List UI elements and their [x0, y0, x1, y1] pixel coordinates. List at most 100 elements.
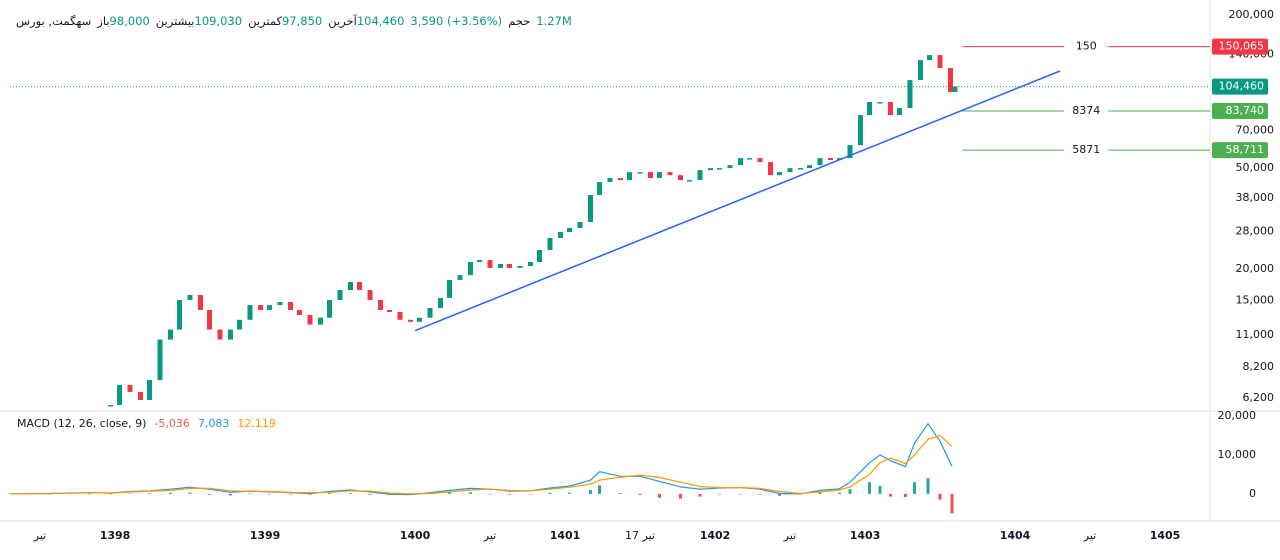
- y-tick-label: 11,000: [1236, 328, 1275, 341]
- candle: [798, 168, 803, 170]
- candle: [237, 319, 242, 330]
- histogram-bar: [679, 493, 682, 499]
- candle: [657, 172, 662, 179]
- candle: [537, 250, 542, 263]
- histogram-bar: [88, 493, 91, 495]
- histogram-bar: [8, 493, 12, 495]
- candle: [597, 182, 602, 195]
- histogram-bar: [838, 492, 841, 494]
- candle: [667, 172, 673, 176]
- histogram-bar: [328, 493, 331, 494]
- candle: [777, 172, 782, 176]
- histogram-bar: [658, 493, 661, 498]
- x-tick-label: 1403: [850, 529, 881, 542]
- candle: [828, 158, 833, 161]
- histogram-bar: [208, 493, 211, 495]
- candle: [417, 317, 422, 322]
- candle: [247, 305, 253, 320]
- histogram-bar: [49, 493, 52, 495]
- histogram-bar: [758, 493, 762, 495]
- level-text-bg: [1064, 39, 1109, 54]
- candle: [517, 266, 523, 268]
- y-tick-label: 20,000: [1218, 409, 1257, 422]
- candle: [637, 172, 643, 174]
- histogram-bar: [469, 492, 472, 494]
- field-value: 109,030: [194, 14, 243, 28]
- macd-line: [9, 434, 953, 495]
- candle: [507, 263, 512, 268]
- histogram-bar: [128, 493, 132, 494]
- histogram-bar: [598, 485, 601, 494]
- level-price-tag: [1212, 102, 1268, 119]
- histogram-bar: [229, 493, 232, 496]
- candle: [567, 228, 572, 233]
- volume-label: حجم: [508, 14, 531, 28]
- x-tick-label: 1400: [400, 529, 431, 542]
- candle: [318, 317, 323, 325]
- price-change: 3,590 (+3.56%): [410, 14, 503, 28]
- field-label: بیشترین: [155, 14, 195, 28]
- candle: [348, 282, 353, 291]
- candle: [438, 297, 443, 309]
- histogram-bar: [308, 493, 312, 495]
- y-tick-label: 15,000: [1236, 294, 1275, 307]
- candle: [717, 168, 722, 170]
- candle: [337, 290, 343, 301]
- field-value: 104,460: [356, 14, 405, 28]
- candle: [108, 404, 113, 407]
- level-price-tag: [1212, 38, 1268, 55]
- candle: [378, 300, 383, 310]
- candle: [708, 168, 713, 171]
- histogram-bar: [698, 493, 702, 497]
- candle: [457, 275, 463, 281]
- last-price-label: 104,460: [1219, 80, 1265, 93]
- histogram-bar: [529, 493, 532, 495]
- candle: [948, 68, 953, 93]
- histogram-bar: [548, 492, 552, 494]
- candle: [487, 260, 493, 268]
- histogram-bar: [913, 482, 916, 494]
- x-tick-label: 1404: [1000, 529, 1031, 542]
- x-tick-label: تیر: [1083, 529, 1096, 542]
- candle: [427, 308, 433, 318]
- level-price-label: 58,711: [1226, 143, 1265, 156]
- histogram-bar: [868, 482, 871, 494]
- candle: [387, 309, 392, 312]
- candle: [177, 300, 182, 330]
- candle: [157, 339, 163, 380]
- candle: [927, 55, 932, 61]
- candle: [787, 168, 793, 173]
- candle: [858, 115, 863, 146]
- candle: [747, 158, 752, 160]
- histogram-bar: [938, 493, 942, 500]
- candle: [297, 309, 302, 315]
- candle: [357, 282, 362, 291]
- level-text: 150: [1076, 40, 1097, 53]
- field-value: 98,000: [109, 14, 150, 28]
- x-tick-label: 1402: [700, 529, 731, 542]
- histogram-bar: [169, 492, 172, 494]
- candle: [288, 302, 293, 310]
- level-text: 5871: [1072, 143, 1100, 156]
- candle: [697, 170, 703, 181]
- candle: [627, 172, 632, 181]
- candle: [327, 300, 332, 318]
- x-tick-label: 1405: [1150, 529, 1181, 542]
- histogram-bar: [818, 492, 822, 494]
- candle: [168, 329, 173, 340]
- candle: [408, 319, 413, 322]
- candle: [397, 311, 403, 320]
- histogram-bar: [508, 493, 511, 495]
- candle: [897, 108, 902, 116]
- y-tick-label: 6,200: [1243, 391, 1275, 404]
- candle: [147, 379, 152, 400]
- candle: [138, 391, 143, 400]
- candle: [952, 86, 958, 93]
- candle: [807, 165, 812, 169]
- x-tick-label: تیر: [483, 529, 496, 542]
- candle: [217, 329, 223, 340]
- histogram-bar: [568, 492, 571, 494]
- candle: [867, 102, 872, 116]
- candle: [607, 178, 613, 183]
- candle: [258, 305, 263, 310]
